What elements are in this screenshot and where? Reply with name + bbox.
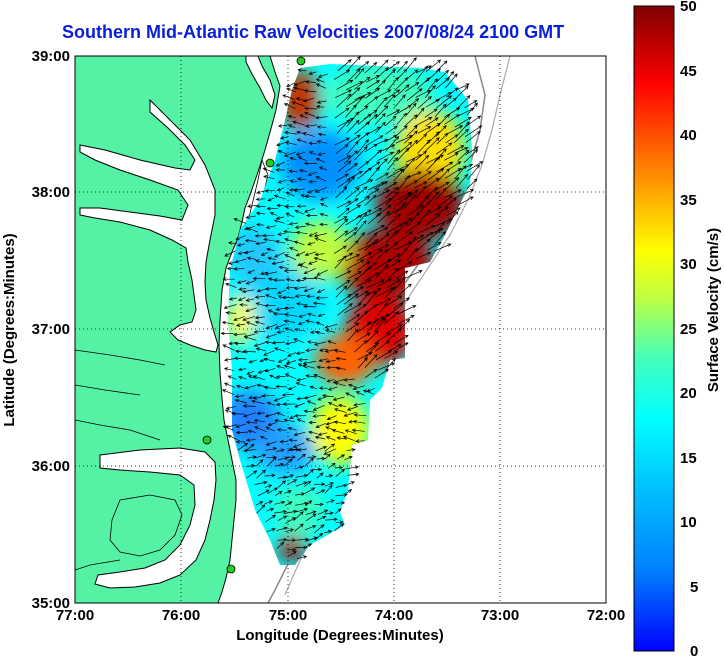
y-tick-label: 39:00 [32, 48, 70, 65]
radar-stations [202, 56, 306, 574]
colorbar-tick-label: 35 [680, 192, 697, 209]
colorbar-tick-label: 25 [680, 321, 697, 338]
pamlico-sound [94, 447, 217, 589]
colorbar-tick-label: 0 [690, 643, 698, 659]
colorbar-tick-label: 40 [680, 127, 697, 144]
colorbar [633, 5, 675, 652]
map-title: Southern Mid-Atlantic Raw Velocities 200… [62, 22, 565, 42]
colorbar-tick-label: 20 [680, 385, 697, 402]
grid [75, 56, 606, 603]
chesapeake-bay [79, 98, 219, 353]
colorbar-tick-label: 45 [680, 63, 697, 80]
x-tick-label: 75:00 [269, 607, 307, 624]
station-marker [202, 435, 212, 445]
y-tick-label: 37:00 [32, 321, 70, 338]
x-tick-label: 74:00 [375, 607, 413, 624]
x-tick-label: 77:00 [56, 607, 94, 624]
velocity-arrows [220, 56, 484, 560]
y-axis-label: Latitude (Degrees:Minutes) [1, 233, 18, 426]
delaware-bay [245, 56, 276, 110]
station-marker [296, 56, 306, 66]
x-axis-ticks: 77:00 76:00 75:00 74:00 73:00 72:00 [56, 607, 625, 624]
y-axis-ticks: 39:00 38:00 37:00 36:00 35:00 [32, 48, 70, 612]
x-axis-label: Longitude (Degrees:Minutes) [236, 627, 444, 644]
sound-inner [109, 494, 183, 557]
x-tick-label: 76:00 [162, 607, 200, 624]
x-tick-label: 73:00 [481, 607, 519, 624]
colorbar-tick-label: 10 [680, 514, 697, 531]
y-tick-label: 38:00 [32, 184, 70, 201]
x-tick-label: 72:00 [587, 607, 625, 624]
velocity-arrow-set [220, 56, 484, 560]
colorbar-tick-label: 30 [680, 256, 697, 273]
rivers [75, 349, 166, 571]
y-tick-label: 36:00 [32, 458, 70, 475]
station-marker [226, 564, 236, 574]
colorbar-label: Surface Velocity (cm/s) [705, 228, 722, 392]
colorbar-ticks: 50 45 40 35 30 25 20 15 10 5 0 [680, 0, 698, 659]
colorbar-tick-label: 5 [690, 579, 698, 596]
station-marker [265, 158, 275, 168]
y-tick-label: 35:00 [32, 595, 70, 612]
colorbar-tick-label: 15 [680, 450, 697, 467]
colorbar-tick-label: 50 [680, 0, 697, 15]
